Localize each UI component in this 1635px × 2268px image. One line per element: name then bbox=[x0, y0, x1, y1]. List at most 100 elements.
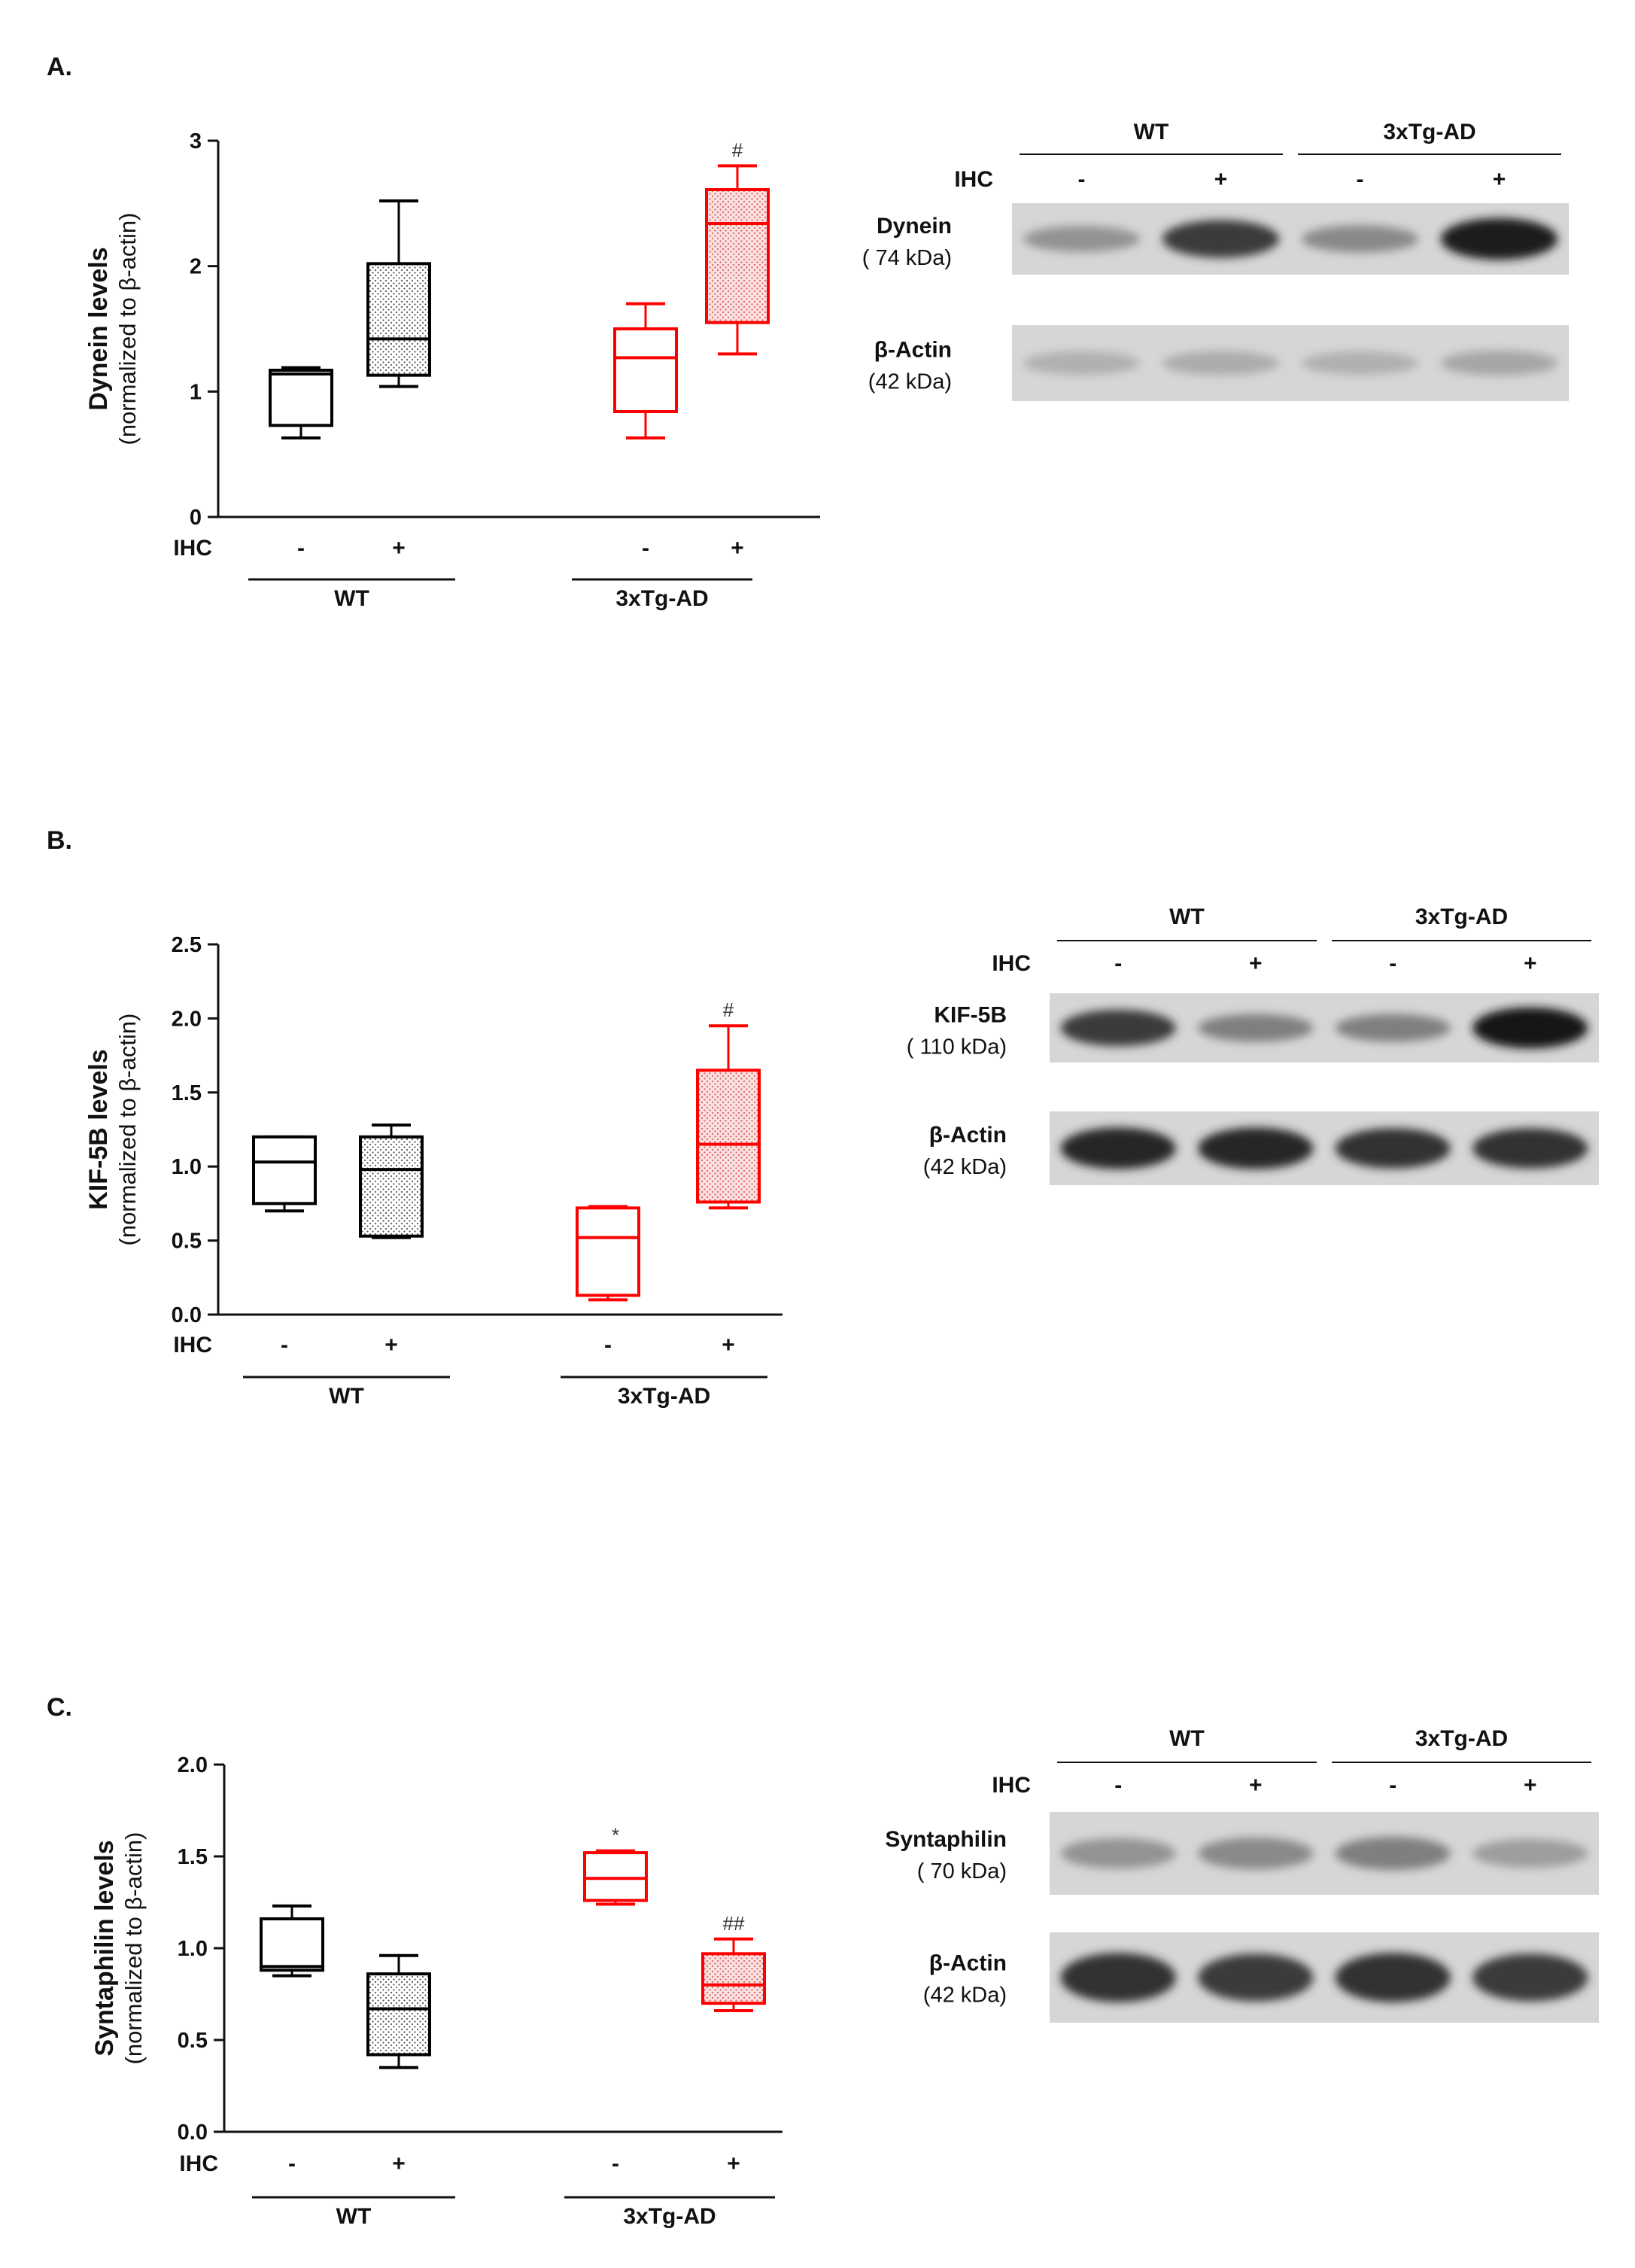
blot-band bbox=[1198, 1837, 1314, 1870]
blot-lane-sign: + bbox=[1249, 1773, 1263, 1798]
blot-band bbox=[1335, 1128, 1451, 1169]
y-axis-title: KIF-5B levels bbox=[84, 1049, 113, 1210]
ihc-sign: + bbox=[384, 1333, 398, 1357]
y-tick-label: 1 bbox=[190, 380, 202, 404]
blot-protein-label: Dynein bbox=[877, 214, 952, 239]
panel-0: A. 0 1 2 3 Dynein levels (normalized to β-acti… bbox=[47, 53, 1569, 611]
ihc-sign: - bbox=[297, 536, 305, 561]
blot-band bbox=[1335, 1836, 1451, 1871]
blot-protein-label: β-Actin bbox=[929, 1950, 1007, 1975]
blot-group-label: WT bbox=[1169, 904, 1205, 929]
box-iqr bbox=[269, 369, 333, 427]
blot-kda-label: ( 110 kDa) bbox=[907, 1035, 1007, 1060]
group-label: WT bbox=[336, 2204, 372, 2229]
y-tick-label: 1.0 bbox=[172, 1155, 202, 1179]
y-tick-label: 2.0 bbox=[178, 1753, 208, 1777]
y-axis-subtitle: (normalized to β-actin) bbox=[114, 1014, 141, 1246]
blot-lane-sign: + bbox=[1249, 951, 1263, 976]
blot-protein-label: Syntaphilin bbox=[885, 1827, 1007, 1852]
blot-lane-sign: - bbox=[1114, 1773, 1122, 1798]
panel-label: C. bbox=[47, 1693, 72, 1722]
y-tick-label: 0.0 bbox=[172, 1303, 202, 1327]
box-wt-minus: - bbox=[269, 366, 333, 561]
box-3xtg-plus: #+ bbox=[696, 999, 761, 1357]
blot-group-label: WT bbox=[1169, 1726, 1205, 1751]
ihc-sign: - bbox=[288, 2151, 296, 2176]
significance-mark: # bbox=[723, 999, 734, 1021]
y-axis-title: Syntaphilin levels bbox=[90, 1840, 119, 2056]
blot-group-label: 3xTg-AD bbox=[1383, 120, 1475, 144]
blot-lane-sign: + bbox=[1493, 167, 1506, 192]
y-tick-label: 1.5 bbox=[172, 1081, 202, 1105]
box-3xtg-plus: #+ bbox=[705, 138, 770, 561]
y-axis-subtitle: (normalized to β-actin) bbox=[120, 1832, 147, 2065]
box-iqr bbox=[613, 327, 678, 413]
blot-ihc-label: IHC bbox=[992, 1773, 1031, 1798]
ihc-sign: + bbox=[392, 2151, 406, 2176]
blot-band bbox=[1023, 226, 1141, 252]
blot-kda-label: (42 kDa) bbox=[868, 369, 952, 394]
blot-strip: β-Actin (42 kDa) bbox=[868, 325, 1569, 401]
box-iqr bbox=[701, 1952, 766, 2005]
ihc-sign: - bbox=[612, 2151, 619, 2176]
ihc-sign: - bbox=[281, 1333, 288, 1357]
y-tick-label: 3 bbox=[190, 129, 202, 154]
blot-lane-sign: - bbox=[1389, 1773, 1396, 1798]
panel-label: A. bbox=[47, 53, 72, 81]
blot-strip: KIF-5B ( 110 kDa) bbox=[907, 993, 1599, 1063]
blot-band bbox=[1335, 1014, 1451, 1042]
blot-band bbox=[1301, 225, 1419, 253]
significance-mark: # bbox=[732, 138, 743, 161]
ihc-sign: + bbox=[731, 536, 744, 561]
y-tick-label: 2 bbox=[190, 255, 202, 279]
box-iqr bbox=[252, 1135, 317, 1205]
box-3xtg-plus: ## + bbox=[701, 1912, 766, 2176]
box-3xtg-minus: - bbox=[576, 1205, 640, 1357]
blot-lane-sign: - bbox=[1357, 167, 1364, 192]
y-tick-label: 2.0 bbox=[172, 1007, 202, 1031]
blot-band bbox=[1198, 1953, 1314, 2002]
panel-label: B. bbox=[47, 826, 72, 855]
blot-band bbox=[1060, 1838, 1176, 1869]
blot-lane-sign: + bbox=[1524, 1773, 1537, 1798]
y-axis-subtitle: (normalized to β-actin) bbox=[114, 213, 141, 445]
blot-lane-sign: - bbox=[1389, 951, 1396, 976]
group-label: WT bbox=[334, 586, 369, 611]
box-iqr bbox=[576, 1206, 640, 1297]
box-iqr bbox=[696, 1069, 761, 1204]
blot-band bbox=[1198, 1014, 1314, 1042]
ihc-row-label: IHC bbox=[173, 536, 212, 561]
ihc-sign: + bbox=[727, 2151, 740, 2176]
blot-band bbox=[1440, 217, 1558, 260]
y-tick-label: 1.0 bbox=[178, 1937, 208, 1961]
box-iqr bbox=[366, 262, 431, 377]
western-blot: WT 3xTg-AD IHC - + - + Dynein ( 74 kDa) β-Actin (4… bbox=[862, 120, 1569, 401]
blot-group-label: 3xTg-AD bbox=[1415, 904, 1508, 929]
blot-band bbox=[1060, 1953, 1176, 2002]
western-blot: WT 3xTg-AD IHC - + - + Syntaphilin ( 70 kDa) β-Ac… bbox=[885, 1726, 1599, 2023]
y-tick-label: 0 bbox=[190, 506, 202, 530]
blot-band bbox=[1335, 1953, 1451, 2002]
blot-lane-sign: + bbox=[1214, 167, 1228, 192]
blot-ihc-label: IHC bbox=[954, 167, 993, 192]
box-wt-plus: + bbox=[366, 199, 431, 561]
blot-group-label: WT bbox=[1134, 120, 1169, 144]
blot-ihc-label: IHC bbox=[992, 951, 1031, 976]
blot-band bbox=[1301, 351, 1419, 375]
blot-strip: β-Actin (42 kDa) bbox=[923, 1111, 1599, 1185]
group-label: 3xTg-AD bbox=[623, 2204, 716, 2229]
significance-mark: ## bbox=[723, 1912, 745, 1935]
significance-mark: * bbox=[612, 1824, 619, 1847]
box-iqr bbox=[583, 1851, 648, 1902]
group-label: WT bbox=[329, 1384, 364, 1409]
blot-band bbox=[1472, 1007, 1588, 1049]
blot-kda-label: (42 kDa) bbox=[923, 1155, 1007, 1179]
box-iqr bbox=[359, 1135, 424, 1238]
y-tick-label: 0.0 bbox=[178, 2121, 208, 2145]
blot-kda-label: (42 kDa) bbox=[923, 1983, 1007, 2007]
blot-band bbox=[1162, 220, 1280, 258]
blot-kda-label: ( 74 kDa) bbox=[862, 246, 952, 270]
y-tick-label: 0.5 bbox=[172, 1230, 202, 1254]
blot-protein-label: β-Actin bbox=[874, 337, 952, 362]
